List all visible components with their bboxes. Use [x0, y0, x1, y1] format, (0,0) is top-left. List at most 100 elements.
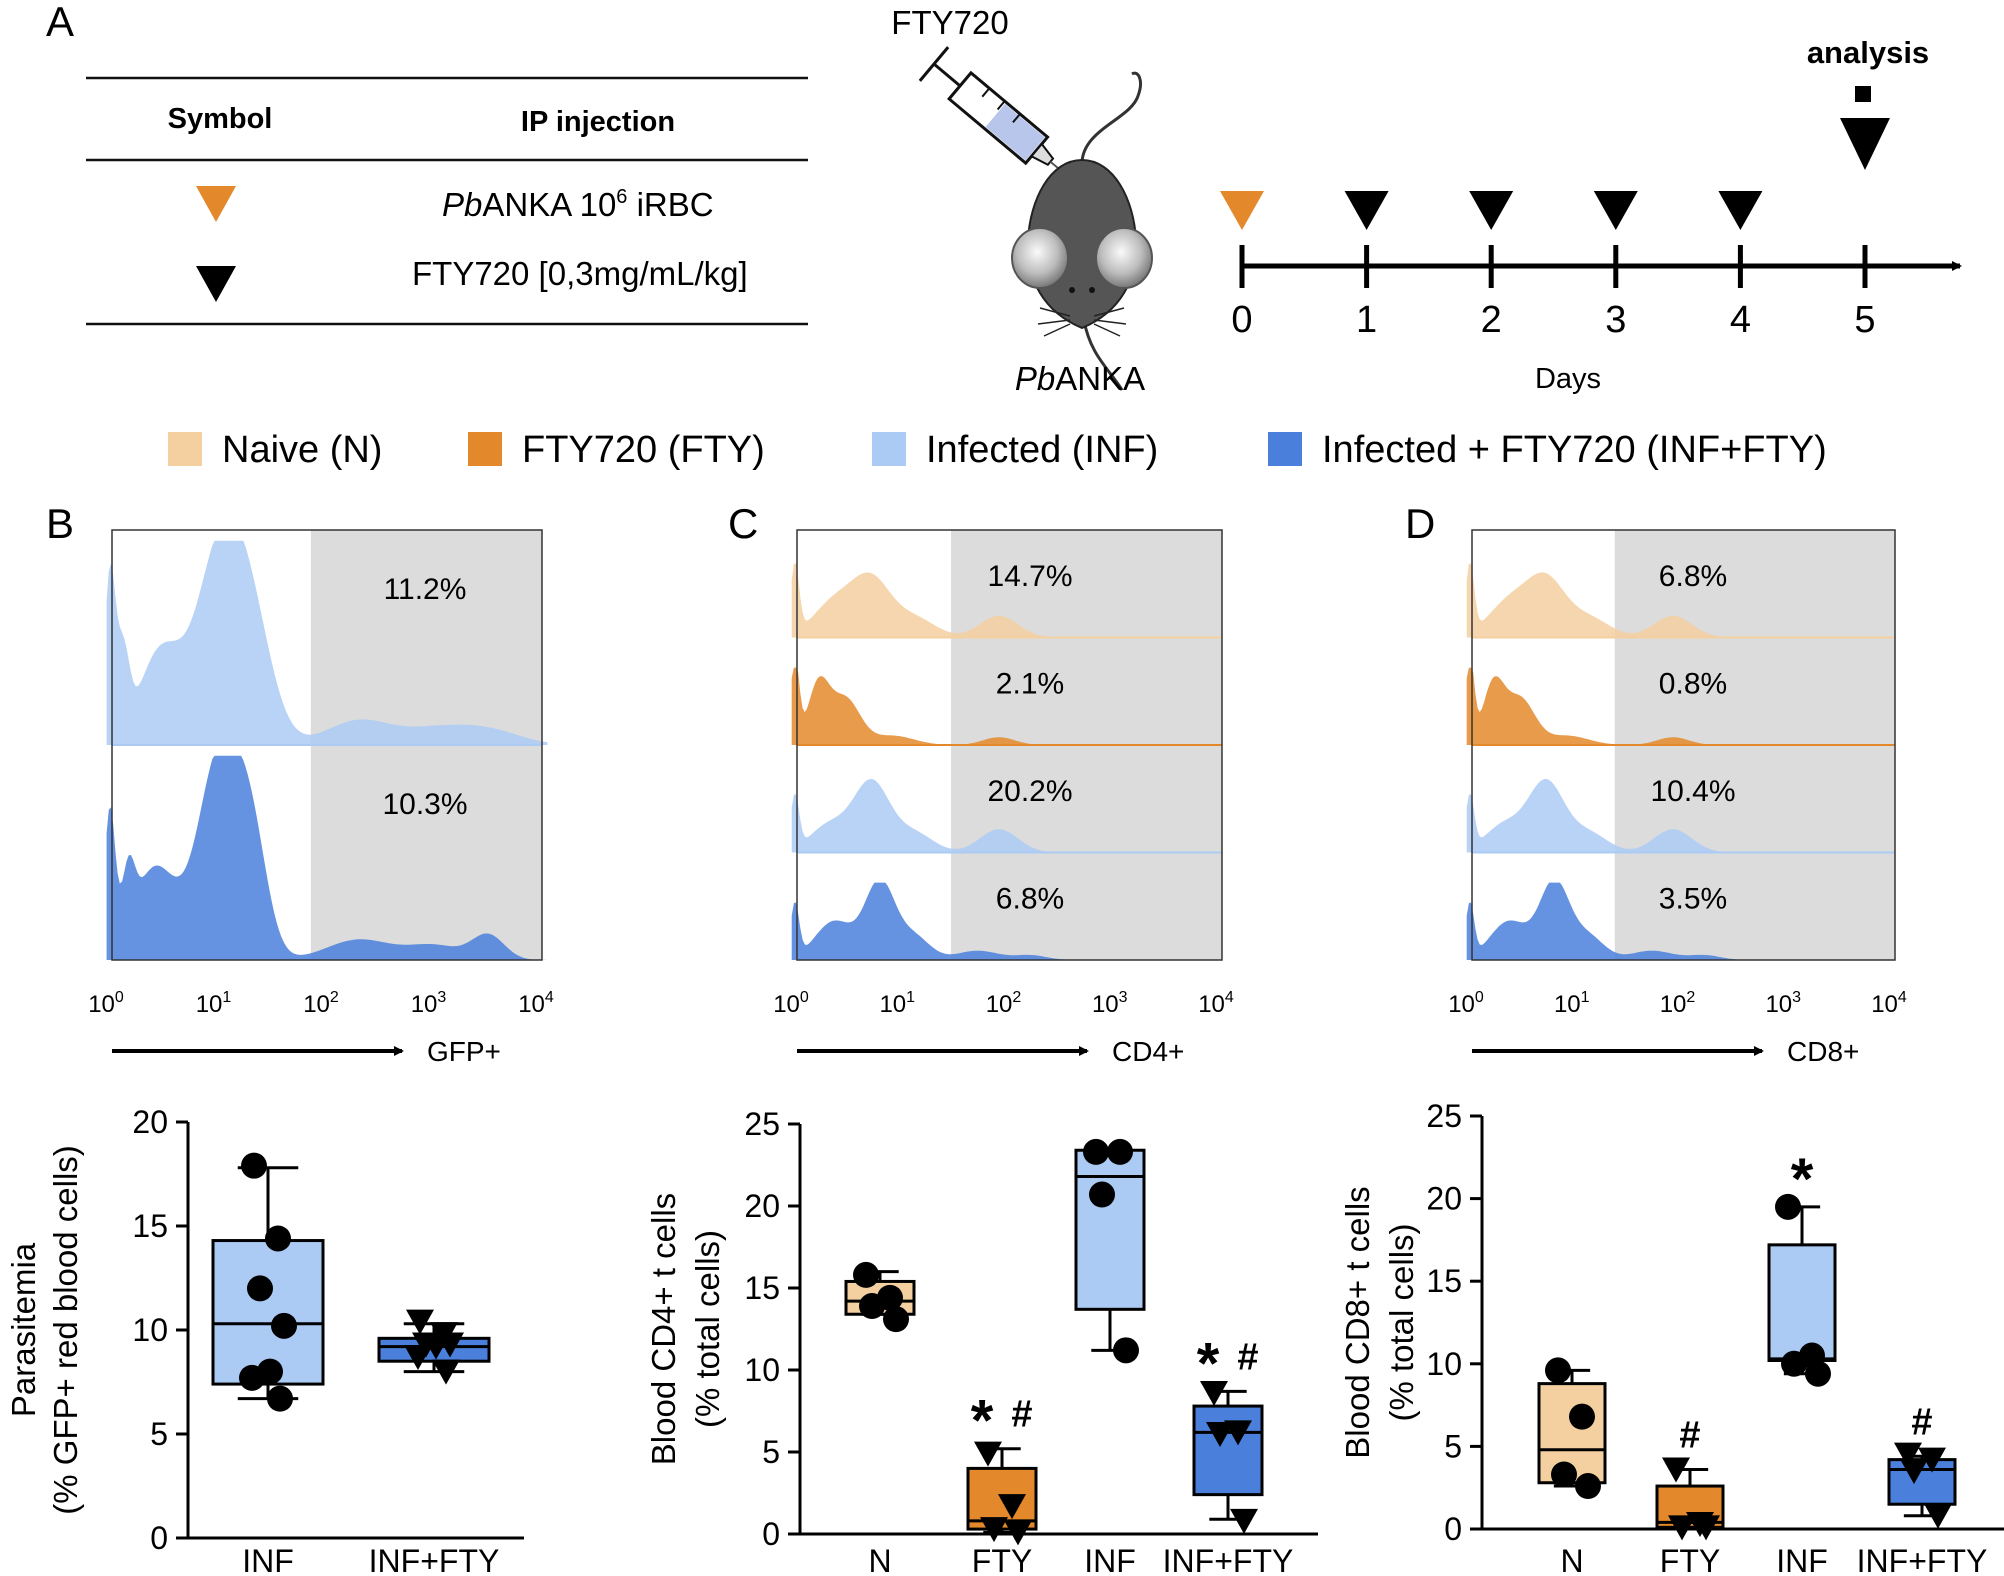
- gated-percent-label: 2.1%: [996, 667, 1064, 700]
- y-tick-label: 20: [744, 1188, 780, 1224]
- data-point: [1206, 1421, 1234, 1447]
- x-tick-label: 104: [1198, 989, 1234, 1018]
- data-point: [1089, 1181, 1115, 1208]
- data-point: [422, 1334, 450, 1360]
- data-point: [1569, 1403, 1595, 1430]
- gated-percent-label: 14.7%: [987, 560, 1072, 593]
- box: [1192, 1404, 1264, 1497]
- x-tick-label: 101: [196, 989, 232, 1018]
- gated-percent-label: 6.8%: [1659, 560, 1727, 593]
- x-tick-label: 102: [1660, 989, 1696, 1018]
- legend-label: Naive (N): [222, 429, 382, 471]
- histogram-panel-d: D 6.8% 0.8% 10.4% 3.5% 100 101 102 103 104 CD8+: [1405, 500, 1907, 1067]
- data-point: [1575, 1473, 1601, 1500]
- significance-mark: #: [1237, 1336, 1258, 1378]
- data-point: [267, 1385, 293, 1412]
- fty720-injection-marker: [1593, 191, 1638, 230]
- data-point: [404, 1345, 432, 1371]
- y-tick-label: 5: [762, 1434, 780, 1470]
- gated-percent-label: 20.2%: [987, 775, 1072, 808]
- x-tick-label: 103: [1765, 989, 1801, 1018]
- fty720-injection-marker: [1344, 191, 1389, 230]
- data-point: [1230, 1508, 1258, 1534]
- data-point: [1805, 1360, 1831, 1387]
- y-tick-label: 0: [762, 1516, 780, 1552]
- timeline-day-label: 3: [1605, 299, 1626, 341]
- x-tick-label: 102: [986, 989, 1022, 1018]
- data-point: [239, 1364, 265, 1391]
- x-category-label: INF+FTY: [369, 1543, 500, 1576]
- histogram-panels: B 11.2% 10.3% 100 101 102 103 104 GFP+ C 14.7% 2.1%…: [46, 500, 1907, 1067]
- x-tick-label: 100: [1448, 989, 1484, 1018]
- timeline-day-label: 1: [1356, 299, 1377, 341]
- histogram-curve: [791, 563, 1228, 638]
- panel-label: B: [46, 500, 74, 547]
- panel-label: C: [728, 500, 758, 547]
- histogram-curve: [1466, 779, 1901, 853]
- significance-mark: *: [1197, 1331, 1220, 1396]
- table-row-fty720: FTY720 [0,3mg/mL/kg]: [412, 255, 748, 292]
- gated-percent-label: 10.4%: [1650, 775, 1735, 808]
- data-point: [1894, 1442, 1922, 1468]
- pbanka-injection-marker: [1220, 191, 1264, 230]
- legend-label: FTY720 (FTY): [522, 429, 765, 471]
- y-axis-title: (% total cells): [1383, 1223, 1420, 1421]
- x-tick-label: 100: [88, 989, 124, 1018]
- data-point: [998, 1494, 1026, 1520]
- mouse-icon: [1011, 71, 1153, 391]
- data-point: [1781, 1350, 1807, 1377]
- histogram-curve: [791, 882, 1228, 960]
- plot-frame: [1471, 529, 1896, 961]
- table-header-symbol: Symbol: [168, 103, 273, 135]
- panel-a-label: A: [46, 0, 74, 45]
- y-tick-label: 10: [132, 1312, 168, 1348]
- x-category-label: INF+FTY: [1163, 1543, 1294, 1576]
- gated-percent-label: 10.3%: [382, 788, 467, 821]
- y-tick-label: 15: [744, 1270, 780, 1306]
- data-point: [1924, 1503, 1952, 1529]
- data-point: [265, 1225, 291, 1252]
- data-point: [1545, 1357, 1571, 1384]
- x-category-label: INF+FTY: [1857, 1543, 1988, 1576]
- x-tick-label: 100: [773, 989, 809, 1018]
- x-category-label: INF: [1084, 1543, 1136, 1576]
- y-tick-label: 5: [1444, 1428, 1462, 1464]
- table-row-pbanka: PbANKA 106 iRBC: [442, 186, 714, 223]
- histogram-curve: [106, 540, 548, 745]
- fty720-injection-marker: [1469, 191, 1514, 230]
- timeline-xlabel: Days: [1535, 363, 1601, 395]
- data-point: [1900, 1459, 1928, 1485]
- x-tick-label: 102: [303, 989, 339, 1018]
- timeline-day-label: 2: [1481, 299, 1502, 341]
- y-tick-label: 20: [132, 1104, 168, 1140]
- data-point: [1668, 1515, 1696, 1541]
- data-point: [859, 1293, 885, 1320]
- significance-mark: #: [1011, 1394, 1032, 1436]
- gated-percent-label: 0.8%: [1659, 667, 1727, 700]
- data-point: [883, 1306, 909, 1333]
- analysis-label: analysis: [1807, 35, 1929, 70]
- panel-label: D: [1405, 500, 1435, 547]
- data-point: [980, 1517, 1008, 1543]
- x-tick-label: 103: [411, 989, 447, 1018]
- significance-mark: *: [971, 1389, 994, 1454]
- timeline-day-label: 5: [1854, 299, 1875, 341]
- histogram-curve: [791, 667, 1228, 745]
- data-point: [1113, 1337, 1139, 1364]
- significance-mark: #: [1679, 1415, 1700, 1457]
- y-tick-label: 25: [744, 1106, 780, 1142]
- x-axis-label: GFP+: [427, 1036, 501, 1067]
- data-point: [1083, 1138, 1109, 1165]
- significance-mark: #: [1911, 1401, 1932, 1443]
- plot-frame: [111, 529, 543, 961]
- gated-percent-label: 11.2%: [384, 573, 467, 606]
- timeline-day-label: 0: [1231, 299, 1252, 341]
- legend-swatch: [1268, 432, 1302, 466]
- analysis-marker: [1855, 86, 1871, 102]
- syringe-label: FTY720: [891, 4, 1008, 41]
- data-point: [271, 1312, 297, 1339]
- data-point: [1551, 1461, 1577, 1488]
- data-point: [1200, 1380, 1228, 1406]
- y-tick-label: 15: [1426, 1263, 1462, 1299]
- gated-percent-label: 3.5%: [1659, 882, 1727, 915]
